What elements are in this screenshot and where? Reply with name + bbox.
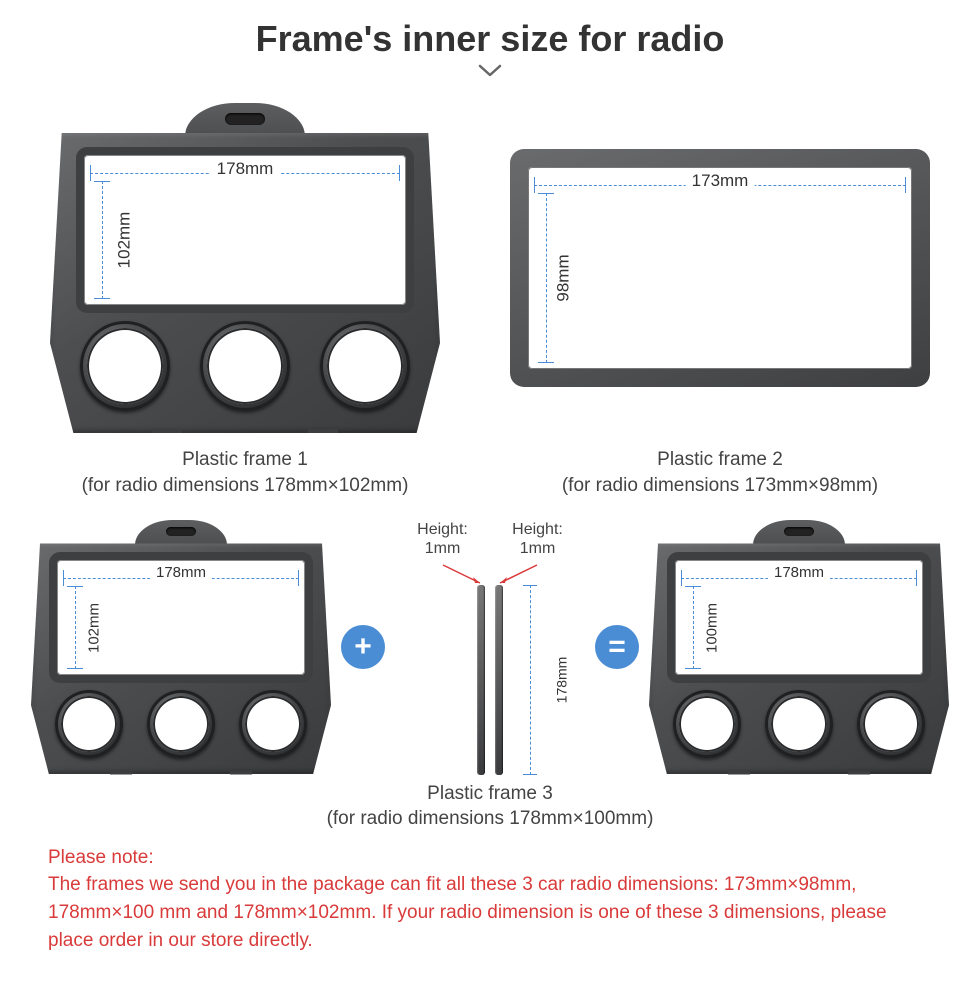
frame2-column: 173mm 98mm Plastic frame 2 (for radio di… bbox=[510, 103, 930, 498]
note-heading: Please note: bbox=[48, 847, 154, 868]
eq-right-height-label: 100mm bbox=[704, 597, 721, 659]
knob-icon bbox=[200, 321, 290, 411]
frame1-column: 178mm 102mm Plastic frame 1 (for radio d… bbox=[50, 103, 440, 498]
frame2-width-dimension: 173mm bbox=[534, 173, 906, 191]
frame2-bezel: 173mm 98mm bbox=[510, 149, 930, 387]
plus-icon: + bbox=[341, 625, 385, 669]
frame2-width-label: 173mm bbox=[686, 171, 755, 191]
frame1-window: 178mm 102mm bbox=[84, 155, 406, 305]
spacer-length-dimension: 178mm bbox=[520, 585, 540, 775]
note-body: The frames we send you in the package ca… bbox=[48, 874, 887, 950]
eq-left-width-dimension: 178mm bbox=[63, 566, 299, 584]
equation-right-fascia: 178mm 100mm bbox=[649, 520, 949, 774]
spacer-height-left-label: Height: 1mm bbox=[395, 520, 490, 558]
strip-icon bbox=[495, 585, 503, 775]
knob-icon bbox=[765, 690, 833, 758]
knob-icon bbox=[239, 690, 307, 758]
spacer-block: Height: 1mm Height: 1mm 178mm bbox=[395, 520, 585, 774]
frame2-window: 173mm 98mm bbox=[528, 167, 912, 369]
knob-icon bbox=[147, 690, 215, 758]
strip-icon bbox=[477, 585, 485, 775]
frame2-height-label: 98mm bbox=[554, 248, 574, 307]
knob-icon bbox=[857, 690, 925, 758]
knob-icon bbox=[673, 690, 741, 758]
knob-icon bbox=[320, 321, 410, 411]
frame2-height-dimension: 98mm bbox=[534, 193, 552, 363]
chevron-down-icon bbox=[0, 64, 980, 83]
eq-left-height-dimension: 102mm bbox=[63, 586, 81, 669]
frame3-caption-line1: Plastic frame 3 bbox=[427, 783, 553, 804]
frame1-caption-line1: Plastic frame 1 bbox=[182, 449, 308, 470]
frame2-caption-line2: (for radio dimensions 173mm×98mm) bbox=[562, 475, 878, 496]
spacer-length-label: 178mm bbox=[553, 652, 569, 707]
frame1-caption-line2: (for radio dimensions 178mm×102mm) bbox=[82, 475, 409, 496]
frame1-width-label: 178mm bbox=[211, 159, 280, 179]
eq-right-width-label: 178mm bbox=[768, 564, 830, 581]
frame3-caption-line2: (for radio dimensions 178mm×100mm) bbox=[327, 808, 654, 829]
equation-left-fascia: 178mm 102mm bbox=[31, 520, 331, 774]
frame2-caption-line1: Plastic frame 2 bbox=[657, 449, 783, 470]
note-block: Please note: The frames we send you in t… bbox=[0, 832, 980, 954]
frame1-height-dimension: 102mm bbox=[90, 181, 108, 299]
equation-row: 178mm 102mm + Height: 1mm Height: 1mm bbox=[0, 498, 980, 774]
spacer-strips: 178mm bbox=[470, 585, 510, 775]
knob-icon bbox=[55, 690, 123, 758]
row-frames-top: 178mm 102mm Plastic frame 1 (for radio d… bbox=[0, 83, 980, 498]
eq-left-height-label: 102mm bbox=[86, 597, 103, 659]
knob-icon bbox=[80, 321, 170, 411]
page-title: Frame's inner size for radio bbox=[0, 0, 980, 60]
eq-right-width-dimension: 178mm bbox=[681, 566, 917, 584]
eq-left-width-label: 178mm bbox=[150, 564, 212, 581]
eq-right-height-dimension: 100mm bbox=[681, 586, 699, 669]
frame1-fascia: 178mm 102mm bbox=[50, 103, 440, 433]
frame1-height-label: 102mm bbox=[114, 206, 134, 275]
frame2-caption: Plastic frame 2 (for radio dimensions 17… bbox=[562, 447, 878, 498]
spacer-pointers-icon bbox=[395, 563, 585, 585]
frame1-caption: Plastic frame 1 (for radio dimensions 17… bbox=[82, 447, 409, 498]
frame3-caption: Plastic frame 3 (for radio dimensions 17… bbox=[0, 781, 980, 832]
equals-icon: = bbox=[595, 625, 639, 669]
spacer-height-right-label: Height: 1mm bbox=[490, 520, 585, 558]
frame1-width-dimension: 178mm bbox=[90, 161, 400, 179]
